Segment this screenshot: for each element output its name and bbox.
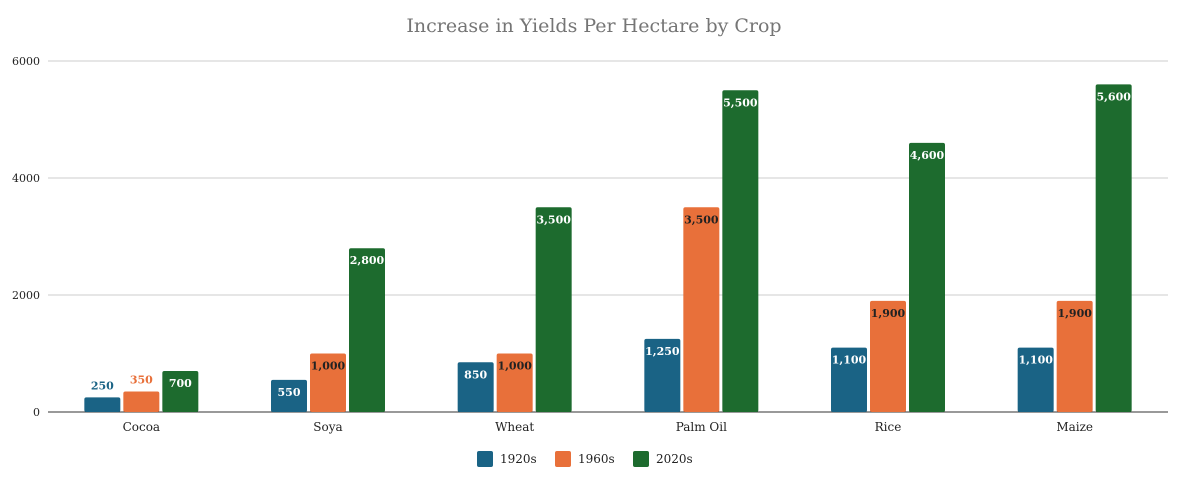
x-tick-label: Palm Oil	[676, 420, 727, 434]
data-label: 1,900	[871, 307, 906, 320]
data-label: 850	[464, 368, 487, 381]
bar-rice-1920s	[831, 347, 867, 412]
data-label: 1,100	[832, 354, 867, 367]
bar-cocoa-1920s	[84, 397, 121, 412]
data-label: 700	[169, 377, 192, 390]
bar-palm-oil-1960s	[683, 207, 720, 412]
data-label: 3,500	[684, 213, 719, 226]
data-label: 3,500	[536, 213, 571, 226]
data-label: 250	[91, 379, 114, 392]
legend-swatch-2020s	[633, 451, 649, 467]
y-axis: 0 2000 4000 6000	[12, 55, 40, 419]
x-tick-label: Wheat	[495, 420, 534, 434]
bar-soya-2020s	[349, 248, 385, 412]
data-label: 1,000	[497, 360, 532, 373]
bar-palm-oil-2020s	[722, 90, 759, 412]
data-label: 550	[278, 386, 301, 399]
data-label: 350	[130, 374, 153, 387]
y-tick-label: 4000	[12, 172, 40, 185]
data-label: 1,900	[1057, 307, 1092, 320]
bar-wheat-1920s	[457, 362, 494, 412]
bar-rice-2020s	[909, 142, 945, 412]
y-tick-label: 6000	[12, 55, 40, 68]
bar-palm-oil-1920s	[644, 338, 681, 412]
legend-label: 2020s	[656, 452, 693, 466]
legend-label: 1960s	[578, 452, 615, 466]
data-labels: 250 350 700 550 1,000 2,800 850 1,000 3,500 1,250…	[91, 90, 1131, 398]
bar-soya-1960s	[310, 353, 346, 412]
data-label: 4,600	[910, 149, 945, 162]
data-label: 5,600	[1096, 90, 1131, 103]
legend-swatch-1920s	[477, 451, 493, 467]
chart-title: Increase in Yields Per Hectare by Crop	[406, 15, 781, 37]
bar-cocoa-2020s	[162, 371, 199, 412]
y-tick-label: 0	[33, 406, 40, 419]
x-tick-label: Rice	[875, 420, 902, 434]
data-label: 5,500	[723, 96, 758, 109]
data-label: 1,100	[1018, 354, 1053, 367]
x-tick-label: Cocoa	[123, 420, 161, 434]
x-tick-label: Maize	[1056, 420, 1093, 434]
bar-cocoa-1960s	[123, 391, 160, 412]
x-tick-label: Soya	[313, 420, 342, 434]
legend: 1920s 1960s 2020s	[477, 451, 693, 467]
data-label: 2,800	[350, 254, 385, 267]
bar-wheat-2020s	[535, 207, 572, 412]
y-tick-label: 2000	[12, 289, 40, 302]
data-label: 1,250	[645, 345, 680, 358]
x-axis: Cocoa Soya Wheat Palm Oil Rice Maize	[123, 420, 1093, 434]
data-label: 1,000	[311, 360, 346, 373]
bar-wheat-1960s	[496, 353, 533, 412]
grid-lines	[48, 60, 1168, 413]
bar-rice-1960s	[870, 300, 906, 412]
bar-soya-1920s	[271, 379, 307, 412]
bars	[84, 84, 1132, 413]
bar-maize-1960s	[1056, 300, 1093, 412]
bar-maize-2020s	[1095, 84, 1132, 413]
bar-maize-1920s	[1017, 347, 1054, 412]
legend-label: 1920s	[500, 452, 537, 466]
legend-swatch-1960s	[555, 451, 571, 467]
